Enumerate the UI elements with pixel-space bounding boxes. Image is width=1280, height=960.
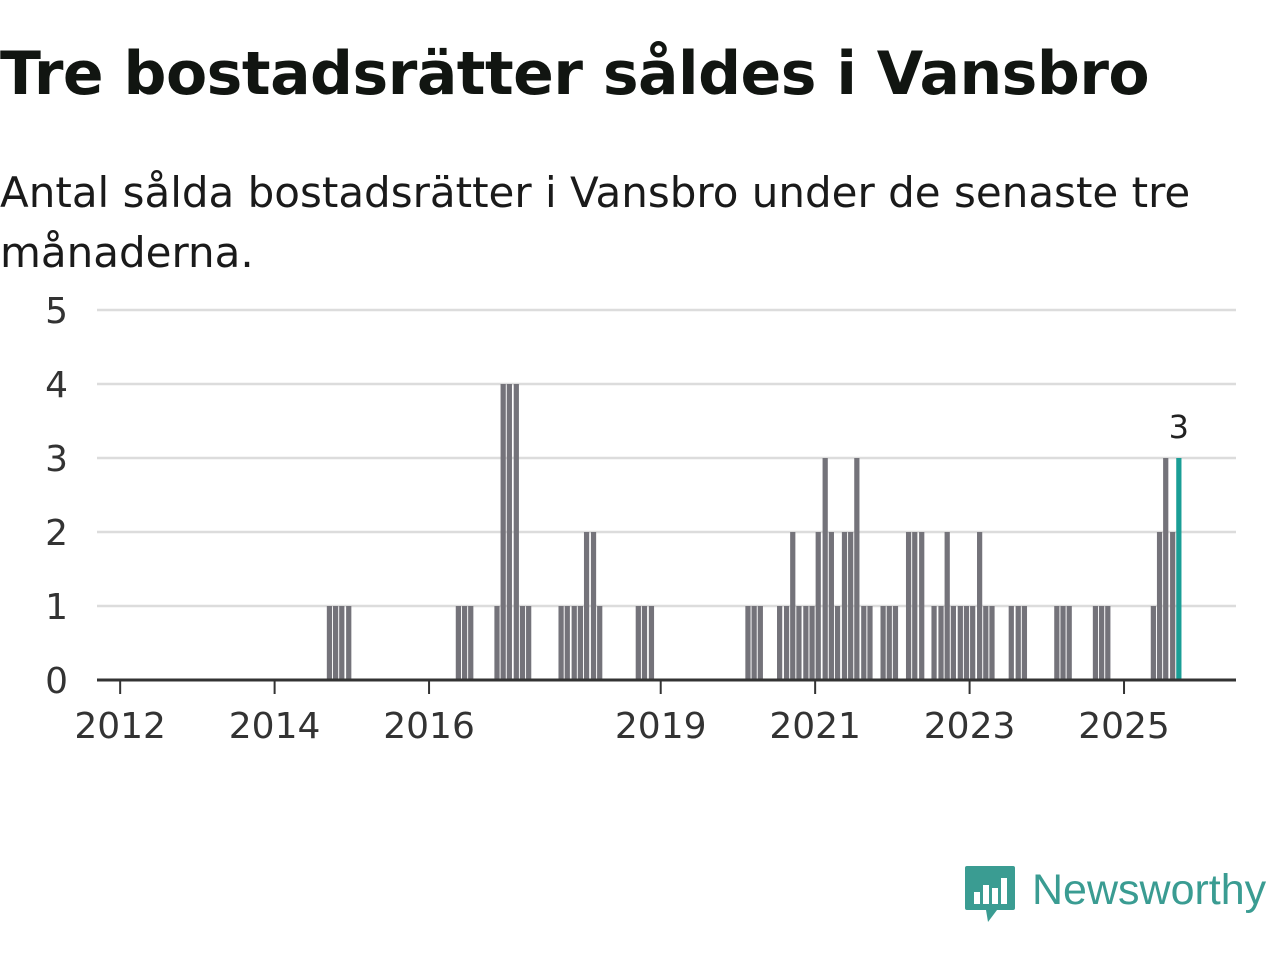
newsworthy-logo-text: Newsworthy	[1032, 866, 1267, 914]
bar	[558, 606, 564, 680]
bar	[326, 606, 333, 680]
bar	[848, 532, 854, 680]
bar	[970, 606, 976, 680]
bar	[577, 606, 584, 680]
bar	[468, 606, 474, 680]
bar	[571, 606, 577, 680]
y-tick-label: 2	[45, 513, 68, 554]
y-tick-label: 4	[45, 365, 68, 406]
bar	[828, 532, 834, 680]
bar	[1156, 532, 1163, 680]
x-tick-label: 2025	[1078, 706, 1170, 747]
bar	[635, 606, 641, 680]
bar	[590, 532, 597, 680]
x-tick-label: 2016	[383, 706, 475, 747]
gridlines	[97, 308, 1236, 608]
bar	[950, 606, 956, 680]
bar	[867, 606, 873, 680]
bar	[1054, 606, 1060, 680]
data-labels: 3	[1169, 408, 1189, 446]
x-tick-label: 2023	[924, 706, 1016, 747]
bar	[641, 606, 648, 680]
newsworthy-logo[interactable]: Newsworthy	[964, 864, 1280, 928]
bar	[757, 606, 763, 680]
bar	[841, 532, 848, 680]
bar	[861, 606, 867, 680]
bar	[346, 606, 352, 680]
bar	[745, 606, 751, 680]
bar	[339, 606, 345, 680]
bar	[796, 606, 802, 680]
y-axis-ticks: 0 1 2 3 4 5	[45, 291, 68, 702]
bar	[513, 384, 519, 680]
bar	[815, 532, 821, 680]
bar	[905, 532, 912, 680]
bar	[919, 532, 925, 680]
bar	[506, 384, 512, 680]
bar	[1066, 606, 1072, 680]
bar	[597, 606, 603, 680]
bar	[455, 606, 461, 680]
bar	[822, 458, 828, 680]
bar-highlight	[1176, 458, 1182, 680]
bar	[564, 606, 570, 680]
x-tick-label: 2021	[769, 706, 861, 747]
bar	[809, 606, 815, 680]
x-tick-label: 2019	[615, 706, 707, 747]
bar	[983, 606, 989, 680]
bar	[880, 606, 886, 680]
bar	[783, 606, 790, 680]
bar	[989, 606, 995, 680]
bar	[1021, 606, 1028, 680]
bar	[886, 606, 892, 680]
bar	[977, 532, 983, 680]
bar	[500, 384, 506, 680]
bar	[834, 606, 841, 680]
x-tick-label: 2012	[74, 706, 166, 747]
bar	[519, 606, 526, 680]
bar	[1092, 606, 1099, 680]
y-tick-label: 0	[45, 661, 68, 702]
bar	[938, 606, 944, 680]
bar	[790, 532, 796, 680]
bar	[777, 606, 783, 680]
bar	[1015, 606, 1021, 680]
bar	[1105, 606, 1111, 680]
data-label: 3	[1169, 408, 1189, 446]
bar	[944, 532, 950, 680]
bar	[1150, 606, 1156, 680]
bars	[326, 384, 1182, 680]
bar-chart: 0 1 2 3 4 5 2012 2014 2016 2019 2021 2023 2025 3	[45, 291, 1236, 747]
chart-title: Tre bostadsrätter såldes i Vansbro	[0, 39, 1150, 109]
y-tick-label: 1	[45, 587, 68, 628]
bar	[931, 606, 937, 680]
newsworthy-logo-icon	[965, 866, 1015, 922]
bar	[1008, 606, 1014, 680]
bar	[494, 606, 500, 680]
bar	[957, 606, 963, 680]
bar	[583, 532, 590, 680]
bar	[912, 532, 918, 680]
bar	[648, 606, 655, 680]
bar	[1170, 532, 1176, 680]
y-tick-label: 5	[45, 291, 68, 332]
bar	[892, 606, 899, 680]
bar	[1060, 606, 1066, 680]
x-tick-label: 2014	[229, 706, 321, 747]
x-axis-ticks: 2012 2014 2016 2019 2021 2023 2025	[74, 680, 1170, 747]
bar	[461, 606, 468, 680]
y-tick-label: 3	[45, 439, 68, 480]
bar	[751, 606, 757, 680]
bar	[1099, 606, 1105, 680]
bar	[1163, 458, 1169, 680]
bar	[332, 606, 339, 680]
bar	[526, 606, 532, 680]
bar	[963, 606, 970, 680]
bar	[803, 606, 809, 680]
chart-subtitle: Antal sålda bostadsrätter i Vansbro unde…	[0, 168, 1191, 277]
bar	[854, 458, 860, 680]
